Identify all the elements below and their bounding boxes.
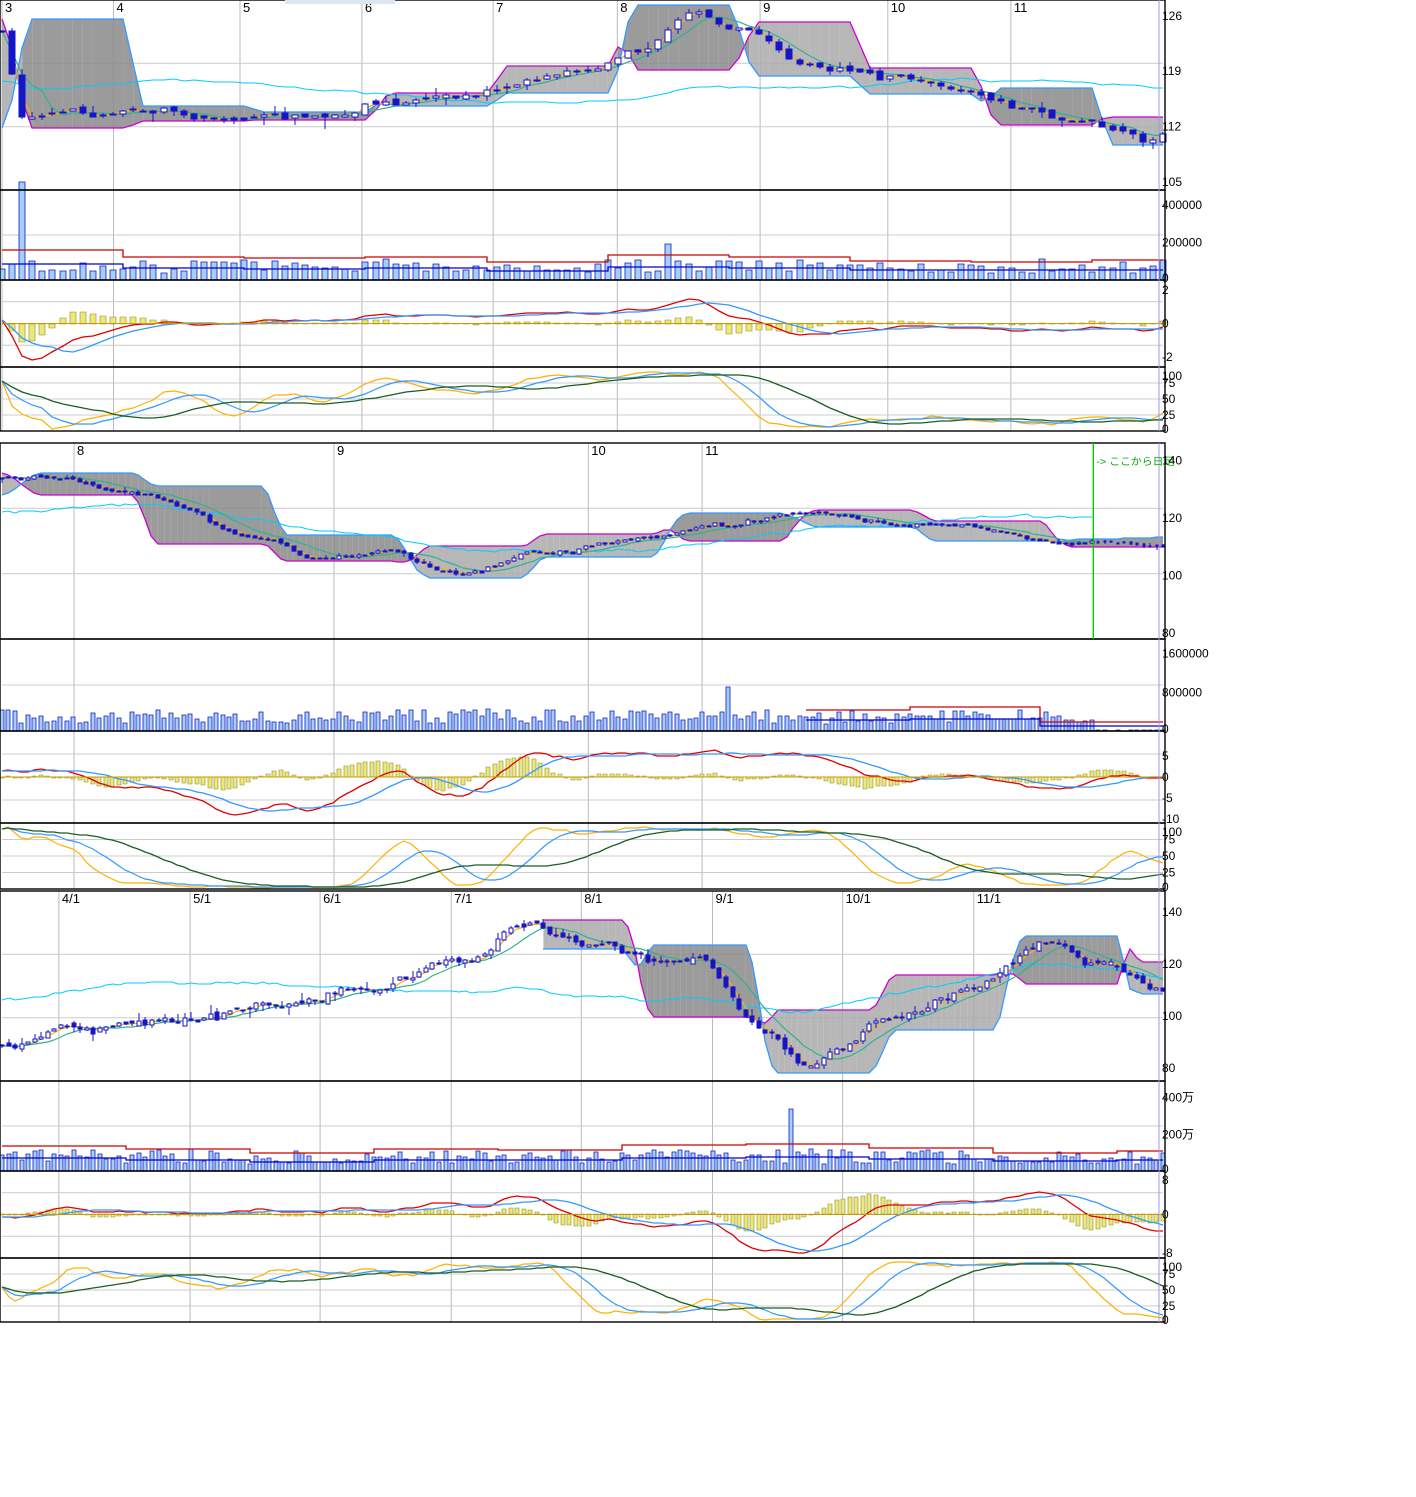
- svg-text:9/1: 9/1: [716, 891, 734, 906]
- svg-text:25: 25: [1162, 866, 1176, 880]
- svg-text:80: 80: [1162, 626, 1176, 640]
- svg-text:25: 25: [1162, 408, 1176, 422]
- svg-text:2: 2: [1162, 283, 1169, 297]
- svg-text:6/1: 6/1: [323, 891, 341, 906]
- svg-text:100: 100: [1162, 825, 1182, 839]
- svg-text:11/1: 11/1: [977, 891, 1001, 906]
- svg-text:112: 112: [1162, 120, 1181, 134]
- svg-text:0: 0: [1162, 1313, 1169, 1327]
- svg-text:800000: 800000: [1162, 685, 1202, 699]
- svg-text:9: 9: [763, 0, 770, 15]
- svg-text:4/1: 4/1: [62, 891, 80, 906]
- svg-text:-10: -10: [1162, 812, 1180, 826]
- svg-text:50: 50: [1162, 849, 1176, 863]
- svg-text:0: 0: [1162, 770, 1169, 784]
- svg-text:1600000: 1600000: [1162, 647, 1209, 661]
- svg-text:400000: 400000: [1162, 198, 1202, 212]
- svg-text:80: 80: [1162, 1061, 1176, 1075]
- svg-text:100: 100: [1162, 1009, 1182, 1023]
- svg-text:120: 120: [1162, 511, 1182, 525]
- svg-text:10: 10: [891, 0, 905, 15]
- svg-text:8/1: 8/1: [584, 891, 602, 906]
- svg-text:25: 25: [1162, 1299, 1176, 1313]
- svg-text:5: 5: [1162, 749, 1169, 763]
- svg-text:140: 140: [1162, 905, 1182, 919]
- svg-text:7/1: 7/1: [454, 891, 472, 906]
- svg-text:3: 3: [5, 0, 12, 15]
- svg-text:140: 140: [1162, 453, 1182, 467]
- svg-text:100: 100: [1162, 569, 1182, 583]
- svg-text:200000: 200000: [1162, 236, 1202, 250]
- svg-text:200万: 200万: [1162, 1127, 1194, 1141]
- svg-text:8: 8: [77, 443, 84, 458]
- svg-text:8: 8: [1162, 1173, 1169, 1187]
- svg-text:7: 7: [496, 0, 503, 15]
- svg-text:100: 100: [1162, 1260, 1182, 1274]
- svg-text:126: 126: [1162, 9, 1182, 23]
- svg-text:5/1: 5/1: [193, 891, 211, 906]
- svg-text:105: 105: [1162, 175, 1182, 189]
- svg-text:8: 8: [620, 0, 627, 15]
- svg-text:10: 10: [591, 443, 605, 458]
- svg-text:0: 0: [1162, 1208, 1169, 1222]
- svg-text:5: 5: [243, 0, 250, 15]
- svg-text:119: 119: [1162, 64, 1181, 78]
- svg-text:4: 4: [117, 0, 124, 15]
- svg-text:11: 11: [705, 443, 719, 458]
- svg-text:11: 11: [1014, 0, 1028, 15]
- svg-text:0: 0: [1162, 722, 1169, 736]
- svg-text:100: 100: [1162, 369, 1182, 383]
- svg-text:120: 120: [1162, 957, 1182, 971]
- svg-text:0: 0: [1162, 317, 1169, 331]
- svg-text:50: 50: [1162, 392, 1176, 406]
- svg-text:50: 50: [1162, 1283, 1176, 1297]
- svg-text:9: 9: [337, 443, 344, 458]
- svg-text:0: 0: [1162, 422, 1169, 436]
- svg-text:10/1: 10/1: [846, 891, 871, 906]
- svg-text:-2: -2: [1162, 350, 1173, 364]
- svg-text:-8: -8: [1162, 1246, 1173, 1260]
- svg-text:-5: -5: [1162, 791, 1173, 805]
- svg-text:400万: 400万: [1162, 1091, 1194, 1105]
